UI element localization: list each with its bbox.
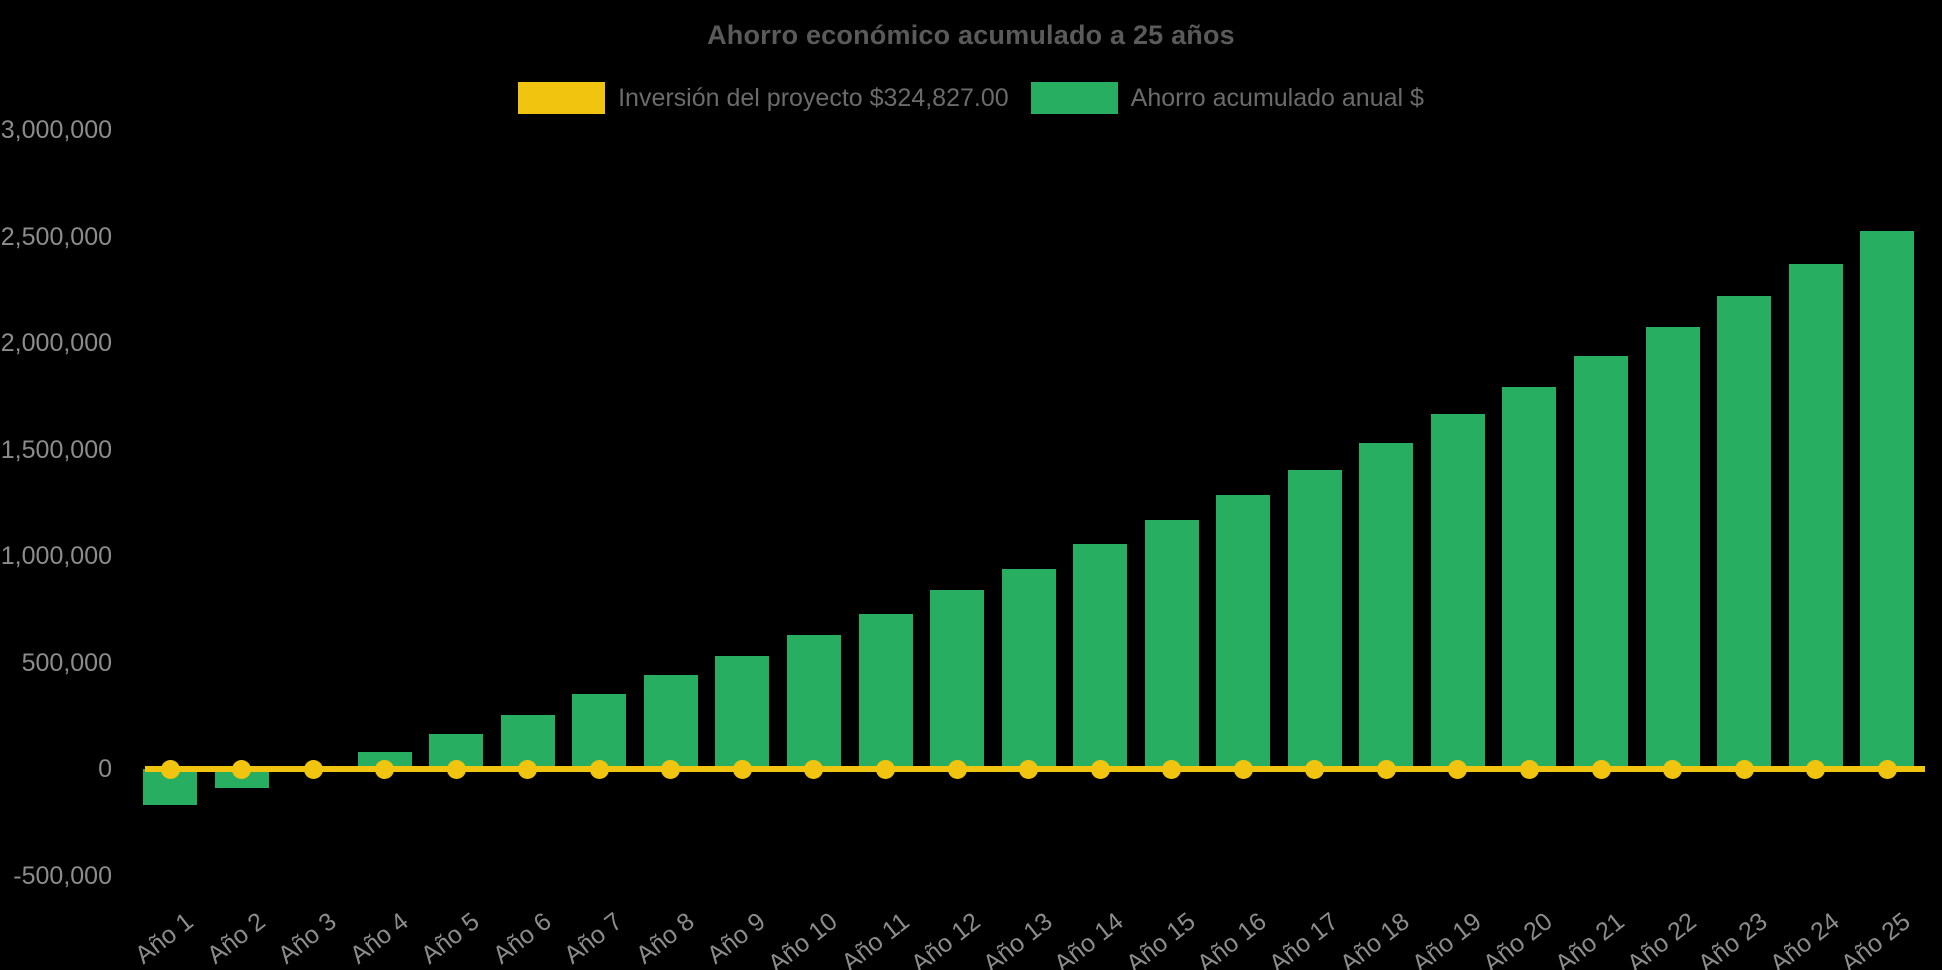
- investment-line-marker: [661, 759, 681, 779]
- bar-año-8: [643, 675, 698, 769]
- y-tick-label: 0: [98, 755, 112, 783]
- investment-line-marker: [1734, 759, 1754, 779]
- investment-line-marker: [1376, 759, 1396, 779]
- investment-line-marker: [375, 759, 395, 779]
- bar-año-12: [930, 590, 985, 769]
- bar-año-22: [1645, 327, 1700, 769]
- bar-año-24: [1788, 264, 1843, 769]
- investment-line-marker: [589, 759, 609, 779]
- x-tick-label: Año 5: [416, 907, 485, 970]
- x-tick-label: Año 2: [201, 907, 271, 970]
- bar-año-9: [715, 656, 770, 769]
- x-tick-label: Año 16: [1192, 907, 1272, 970]
- chart-legend: Inversión del proyecto $324,827.00 Ahorro…: [0, 82, 1942, 114]
- bar-año-13: [1001, 568, 1056, 769]
- investment-line-marker: [804, 759, 824, 779]
- x-tick-label: Año 19: [1406, 907, 1487, 970]
- bar-año-10: [786, 634, 841, 769]
- legend-swatch: [1030, 82, 1118, 114]
- investment-line-marker: [1519, 759, 1539, 779]
- investment-line-marker: [160, 759, 180, 779]
- investment-line-marker: [1877, 759, 1897, 779]
- x-tick-label: Año 11: [835, 907, 915, 970]
- investment-line-marker: [1233, 759, 1253, 779]
- bar-año-25: [1860, 231, 1915, 769]
- x-tick-label: Año 23: [1693, 907, 1773, 970]
- chart-title: Ahorro económico acumulado a 25 años: [707, 20, 1235, 50]
- bar-año-19: [1430, 414, 1485, 769]
- investment-line-marker: [732, 759, 752, 779]
- investment-line-marker: [1448, 759, 1468, 779]
- x-tick-label: Año 21: [1549, 907, 1630, 970]
- x-tick-label: Año 4: [344, 907, 414, 970]
- bar-año-2: [214, 769, 269, 789]
- investment-line-marker: [1305, 759, 1325, 779]
- investment-line-marker: [1591, 759, 1611, 779]
- investment-line-marker: [232, 759, 252, 779]
- y-tick-label: -500,000: [13, 861, 112, 890]
- y-tick-label: 500,000: [21, 648, 112, 677]
- legend-swatch: [518, 82, 606, 114]
- bar-año-16: [1216, 495, 1271, 769]
- bar-año-20: [1502, 386, 1557, 769]
- x-tick-label: Año 1: [129, 907, 199, 970]
- y-tick-label: 2,000,000: [0, 329, 112, 357]
- x-tick-label: Año 20: [1478, 907, 1559, 970]
- investment-line-marker: [518, 759, 538, 779]
- x-tick-label: Año 12: [905, 907, 986, 970]
- bar-año-15: [1144, 519, 1199, 769]
- y-tick-label: 1,500,000: [0, 435, 112, 464]
- legend-item-investment[interactable]: Inversión del proyecto $324,827.00: [518, 82, 1009, 114]
- investment-line-marker: [303, 759, 323, 779]
- x-tick-label: Año 25: [1836, 907, 1916, 970]
- x-tick-label: Año 18: [1335, 907, 1415, 970]
- bar-año-18: [1359, 443, 1414, 769]
- investment-line-marker: [1162, 759, 1182, 779]
- x-tick-label: Año 24: [1764, 907, 1845, 970]
- investment-line-marker: [446, 759, 466, 779]
- x-tick-label: Año 9: [702, 907, 772, 970]
- x-tick-label: Año 10: [762, 907, 843, 970]
- y-tick-label: 2,500,000: [0, 222, 112, 251]
- bar-año-11: [858, 613, 913, 769]
- x-tick-label: Año 7: [559, 907, 628, 970]
- x-tick-label: Año 3: [272, 907, 342, 970]
- y-tick-label: 1,000,000: [0, 542, 112, 570]
- legend-label: Inversión del proyecto $324,827.00: [618, 83, 1009, 112]
- y-tick-label: 3,000,000: [0, 116, 112, 144]
- bar-año-17: [1287, 469, 1342, 769]
- legend-label: Ahorro acumulado anual $: [1130, 83, 1424, 112]
- bar-año-21: [1574, 355, 1628, 769]
- investment-line-marker: [1090, 759, 1110, 779]
- x-tick-label: Año 8: [630, 907, 700, 970]
- x-tick-label: Año 6: [487, 907, 557, 970]
- bar-año-23: [1717, 296, 1772, 769]
- bar-año-14: [1073, 544, 1128, 769]
- investment-line-marker: [1663, 759, 1683, 779]
- x-tick-label: Año 17: [1263, 907, 1344, 970]
- x-tick-label: Año 14: [1049, 907, 1129, 970]
- investment-line-marker: [876, 759, 895, 779]
- investment-line-marker: [947, 759, 967, 779]
- x-tick-label: Año 15: [1120, 907, 1201, 970]
- x-tick-label: Año 13: [977, 907, 1058, 970]
- bar-año-7: [572, 694, 627, 769]
- investment-line-marker: [1019, 759, 1039, 779]
- legend-item-savings[interactable]: Ahorro acumulado anual $: [1030, 82, 1424, 114]
- investment-line-marker: [1806, 759, 1826, 779]
- x-tick-label: Año 22: [1621, 907, 1702, 970]
